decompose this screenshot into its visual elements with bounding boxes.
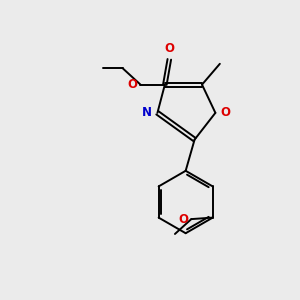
Text: O: O	[221, 106, 231, 119]
Text: O: O	[164, 42, 174, 55]
Text: N: N	[142, 106, 152, 119]
Text: O: O	[128, 78, 137, 91]
Text: O: O	[178, 213, 188, 226]
